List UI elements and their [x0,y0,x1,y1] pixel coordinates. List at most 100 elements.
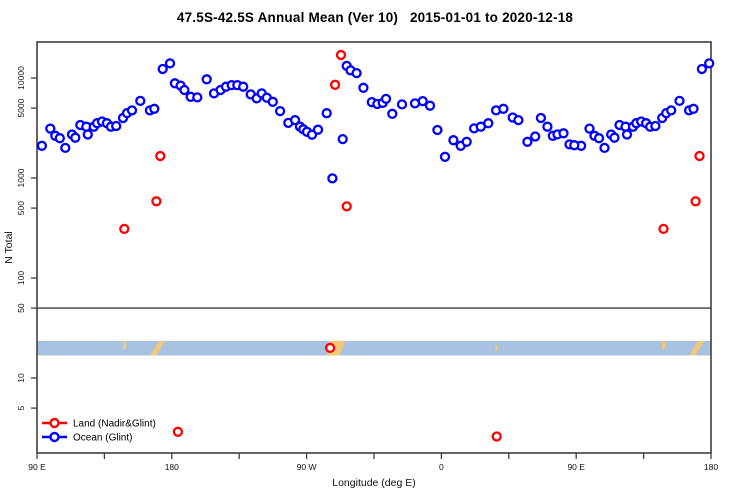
data-point-ocean [424,100,436,111]
data-point-ocean [36,140,48,151]
data-point-ocean [135,95,146,107]
y-tick-label: 100 [16,271,26,285]
land-series [119,49,705,442]
data-point-land [155,150,166,162]
data-point-ocean [70,132,81,143]
data-point-ocean [337,133,348,145]
data-point-ocean [45,123,56,134]
data-point-land [324,342,336,354]
y-axis: 10000 5000 1000 500 100 50 10 5 [16,66,37,410]
data-point-ocean [461,136,472,147]
data-point-ocean [149,103,160,114]
data-point-ocean [542,121,553,132]
chart-title: 47.5S-42.5S Annual Mean (Ver 10) 2015-01… [176,10,574,25]
data-point-ocean [599,142,610,154]
x-tick-label: 90 E [28,462,46,472]
data-point-ocean [650,120,661,132]
data-point-ocean [522,136,533,147]
data-point-ocean [674,95,685,107]
y-tick-label: 5 [16,405,26,410]
data-point-land [341,201,352,212]
data-point-ocean [238,81,249,92]
y-tick-label: 500 [16,201,26,215]
y-tick-label: 5000 [16,98,26,117]
data-point-ocean [164,58,176,69]
legend: Land (Nadir&Glint) Ocean (Glint) [42,417,156,444]
x-tick-label: 90 W [297,462,317,472]
data-point-land [658,223,669,235]
data-point-ocean [688,103,699,114]
data-point-ocean [584,123,595,134]
data-point-ocean [358,82,369,93]
data-point-ocean [498,103,509,114]
strip-land-segment [689,340,705,356]
data-point-ocean [274,105,286,117]
y-axis-title: N Total [3,231,15,264]
data-point-ocean [157,63,168,75]
data-point-land [119,223,130,235]
y-tick-label: 1000 [16,168,26,187]
data-point-ocean [621,129,633,140]
data-point-land [335,49,347,61]
data-point-land [329,79,341,90]
data-point-ocean [569,140,580,151]
data-point-ocean [54,133,65,144]
x-tick-label: 0 [439,462,444,472]
data-point-ocean [82,129,93,140]
strip-land-segment [122,340,126,349]
data-point-ocean [483,118,494,129]
data-point-ocean [126,105,138,116]
data-point-ocean [327,173,338,184]
data-point-ocean [530,131,541,142]
data-point-ocean [609,132,620,143]
data-point-ocean [593,133,605,144]
legend-label: Land (Nadir&Glint) [73,419,156,430]
data-point-ocean [666,105,677,116]
data-point-ocean [289,114,301,126]
data-point-ocean [417,95,428,107]
data-point-ocean [312,124,324,135]
data-point-ocean [192,92,203,103]
data-point-ocean [321,108,332,119]
data-point-ocean [387,108,398,119]
data-point-ocean [432,124,443,136]
y-tick-label: 50 [16,303,26,313]
data-point-ocean [179,84,190,96]
data-point-ocean [535,112,547,124]
data-point-ocean [396,99,408,110]
data-point-ocean [558,128,569,139]
strip-land-segment [662,340,666,349]
data-point-ocean [439,151,451,162]
x-tick-label: 180 [704,462,718,472]
data-point-ocean [111,120,122,132]
x-tick-label: 180 [165,462,179,472]
data-point-ocean [448,135,459,146]
data-point-ocean [380,93,392,105]
data-point-land [694,150,705,162]
data-point-land [491,431,502,442]
data-point-land [690,196,701,207]
strip-land-segment [495,344,498,352]
data-point-ocean [696,63,708,75]
data-point-ocean [60,142,71,154]
x-tick-label: 90 E [567,462,585,472]
data-point-ocean [267,96,278,107]
legend-label: Ocean (Glint) [73,433,132,444]
legend-marker-circle [49,417,60,429]
data-point-land [172,426,184,437]
data-point-land [151,196,162,207]
legend-marker-circle [49,431,60,443]
land-ocean-strip [37,340,711,356]
x-axis-title: Longitude (deg E) [332,477,415,489]
strip-land-segment [150,340,166,356]
data-point-ocean [704,58,715,69]
strip-ocean [37,340,711,356]
data-point-ocean [513,114,524,126]
data-point-ocean [201,74,212,85]
x-axis: 90 E 180 90 W 0 90 E 180 [28,453,718,472]
y-tick-label: 10000 [16,66,26,90]
ocean-series [36,58,715,184]
y-tick-label: 10 [16,373,26,383]
